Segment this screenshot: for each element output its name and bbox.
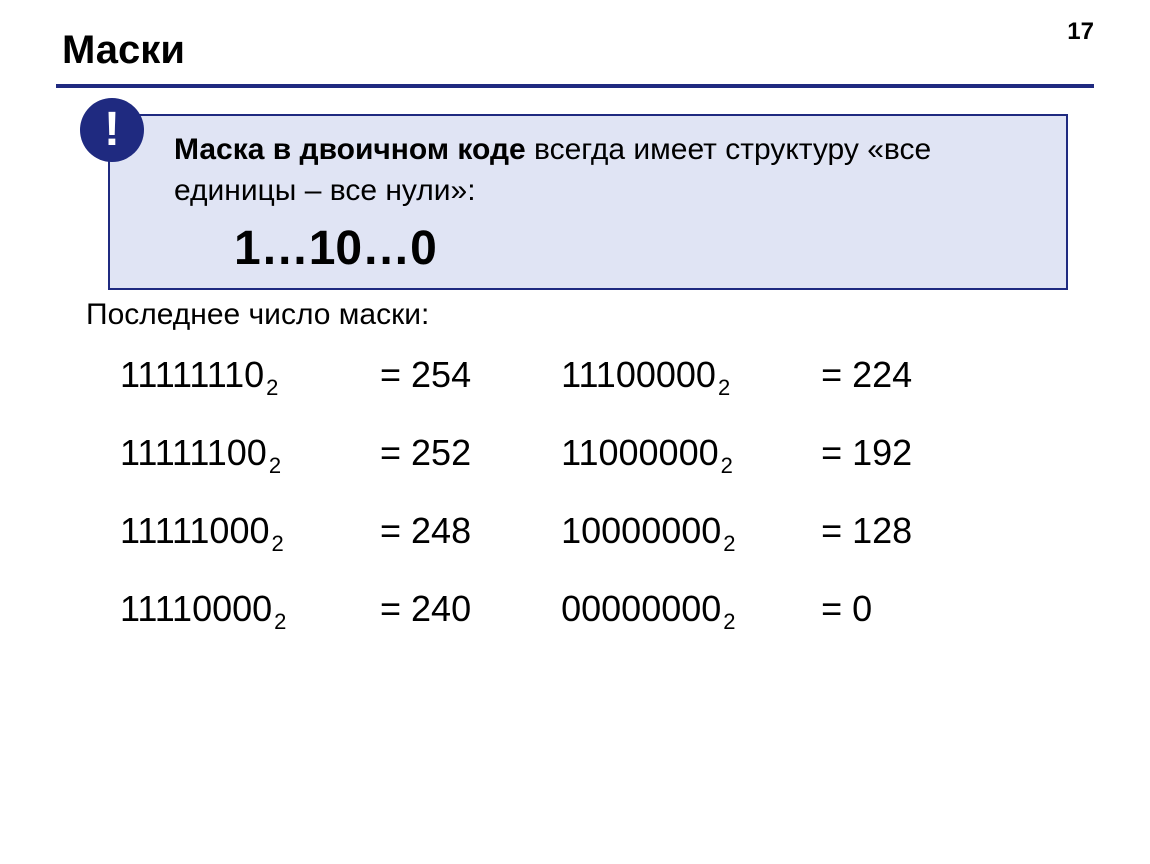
- decimal-value: 240: [411, 588, 471, 630]
- binary-value: 10000000: [561, 510, 721, 552]
- exclamation-icon: !: [80, 98, 144, 162]
- binary-value: 00000000: [561, 588, 721, 630]
- binary-value: 11111000: [120, 510, 269, 552]
- equals-sign: =: [380, 354, 401, 396]
- decimal-value: 128: [852, 510, 912, 552]
- table-row: 111100002 = 240: [120, 588, 471, 630]
- table-row: 111110002 = 248: [120, 510, 471, 552]
- table-row: 000000002 = 0: [561, 588, 912, 630]
- mask-column-right: 111000002 = 224 110000002 = 192 10000000…: [561, 354, 912, 630]
- equals-sign: =: [821, 588, 842, 630]
- subscript-2: 2: [269, 453, 281, 479]
- binary-value: 11111110: [120, 354, 264, 396]
- decimal-value: 252: [411, 432, 471, 474]
- equals-sign: =: [821, 354, 842, 396]
- decimal-value: 248: [411, 510, 471, 552]
- title-rule: [56, 84, 1094, 88]
- definition-callout: ! Маска в двоичном коде всегда имеет стр…: [108, 114, 1068, 290]
- binary-value: 11110000: [120, 588, 272, 630]
- table-row: 110000002 = 192: [561, 432, 912, 474]
- subscript-2: 2: [271, 531, 283, 557]
- subscript-2: 2: [721, 453, 733, 479]
- binary-value: 11111100: [120, 432, 267, 474]
- subscript-2: 2: [723, 609, 735, 635]
- subheading: Последнее число маски:: [86, 298, 429, 332]
- callout-pattern: 1…10…0: [234, 221, 1046, 276]
- table-row: 100000002 = 128: [561, 510, 912, 552]
- equals-sign: =: [380, 432, 401, 474]
- table-row: 111000002 = 224: [561, 354, 912, 396]
- callout-text: Маска в двоичном коде всегда имеет струк…: [174, 130, 1046, 211]
- equals-sign: =: [821, 510, 842, 552]
- decimal-value: 254: [411, 354, 471, 396]
- subscript-2: 2: [266, 375, 278, 401]
- decimal-value: 0: [852, 588, 872, 630]
- table-row: 111111102 = 254: [120, 354, 471, 396]
- equals-sign: =: [821, 432, 842, 474]
- table-row: 111111002 = 252: [120, 432, 471, 474]
- mask-column-left: 111111102 = 254 111111002 = 252 11111000…: [120, 354, 471, 630]
- equals-sign: =: [380, 510, 401, 552]
- mask-table: 111111102 = 254 111111002 = 252 11111000…: [120, 354, 912, 630]
- slide-title: Маски: [62, 28, 185, 73]
- binary-value: 11100000: [561, 354, 716, 396]
- subscript-2: 2: [718, 375, 730, 401]
- page-number: 17: [1067, 18, 1094, 46]
- binary-value: 11000000: [561, 432, 719, 474]
- decimal-value: 192: [852, 432, 912, 474]
- subscript-2: 2: [723, 531, 735, 557]
- callout-bold-lead: Маска в двоичном коде: [174, 133, 526, 166]
- subscript-2: 2: [274, 609, 286, 635]
- decimal-value: 224: [852, 354, 912, 396]
- equals-sign: =: [380, 588, 401, 630]
